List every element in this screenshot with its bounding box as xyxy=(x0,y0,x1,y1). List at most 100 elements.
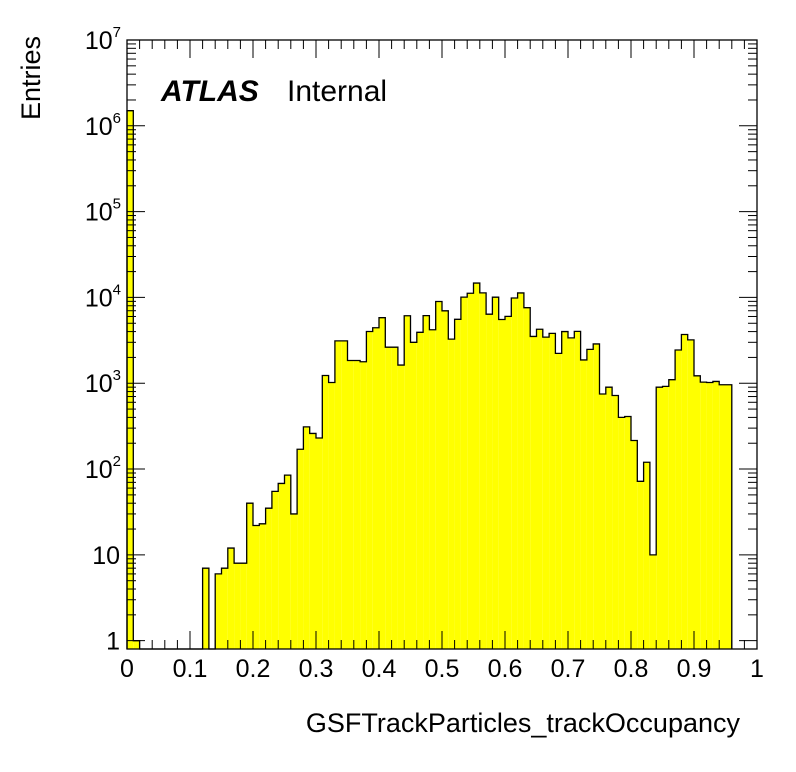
histogram-bar xyxy=(586,349,594,649)
histogram-bar xyxy=(580,359,587,649)
histogram-bar xyxy=(442,310,449,649)
histogram-bar xyxy=(127,110,134,650)
histogram-bar xyxy=(271,491,279,649)
y-tick-label: 102 xyxy=(85,453,121,484)
y-axis-title: Entries xyxy=(16,36,46,120)
histogram-bar xyxy=(656,387,663,649)
histogram-bar xyxy=(681,334,688,649)
histogram-bar xyxy=(479,292,487,649)
histogram-bar xyxy=(448,339,455,649)
histogram-bar xyxy=(221,568,228,649)
histogram-bar xyxy=(416,332,424,649)
x-tick-label: 0.9 xyxy=(677,655,712,683)
x-tick-label: 0.4 xyxy=(362,655,397,683)
histogram-bar xyxy=(347,360,354,649)
histogram-bar xyxy=(404,315,411,649)
histogram-bar xyxy=(523,307,531,649)
x-tick-label: 0.2 xyxy=(236,655,271,683)
histogram-bar xyxy=(694,375,701,649)
histogram-bar xyxy=(555,353,562,649)
x-tick-label: 0.7 xyxy=(551,655,586,683)
x-tick-label: 1 xyxy=(750,655,764,683)
internal-label: Internal xyxy=(287,75,387,108)
histogram-bar xyxy=(574,331,581,649)
histogram-bar xyxy=(517,292,524,649)
histogram-bar xyxy=(492,297,499,649)
histogram-bar xyxy=(372,327,379,649)
histogram-bar xyxy=(561,331,568,649)
histogram-bar xyxy=(505,316,512,649)
histogram-bar xyxy=(605,387,613,649)
histogram-bar xyxy=(498,319,505,649)
x-axis-ticks: 0 0.1 0.2 0.3 0.4 0.5 0.6 0.7 0.8 0.9 1 xyxy=(120,40,764,683)
histogram-bar xyxy=(624,416,631,649)
histogram-bar xyxy=(542,337,550,649)
histogram-bar xyxy=(706,382,713,649)
histogram-bar xyxy=(227,548,235,649)
x-tick-label: 0.8 xyxy=(614,655,649,683)
x-tick-label: 0.3 xyxy=(299,655,334,683)
histogram-bar xyxy=(700,382,707,649)
histogram-bar xyxy=(278,483,285,649)
histogram-bar xyxy=(687,339,694,649)
histogram-bar xyxy=(486,314,493,649)
histogram-bar xyxy=(366,331,373,649)
histogram-bar xyxy=(309,433,316,649)
histogram-bar xyxy=(410,342,417,649)
histogram-bar xyxy=(265,508,272,649)
x-tick-label: 0.5 xyxy=(425,655,460,683)
histogram-bar xyxy=(328,382,335,649)
histogram-bar xyxy=(259,523,266,649)
histogram-bar xyxy=(322,375,329,649)
histogram-bar xyxy=(385,347,392,649)
histogram-bar xyxy=(637,481,644,649)
histogram-bar xyxy=(536,329,543,649)
histogram-bar xyxy=(649,554,657,649)
histogram-bar xyxy=(473,283,480,649)
histogram-bar xyxy=(460,297,468,649)
histogram-bar xyxy=(719,384,726,649)
histogram-bar xyxy=(215,573,222,649)
y-tick-label: 103 xyxy=(85,367,121,398)
histogram-bar xyxy=(435,301,442,649)
histogram-bar xyxy=(662,386,669,649)
histogram-bar xyxy=(334,340,342,649)
histogram-bar xyxy=(549,333,556,649)
histogram-bar xyxy=(234,563,241,649)
histogram-bar xyxy=(599,393,606,649)
x-axis-title: GSFTrackParticles_trackOccupancy xyxy=(306,708,741,738)
histogram-bar xyxy=(202,568,209,649)
histogram-bar xyxy=(423,315,430,649)
histogram-bar xyxy=(397,365,405,649)
histogram-bars xyxy=(126,110,733,650)
histogram-bar xyxy=(284,475,291,649)
histogram-bar xyxy=(643,462,650,649)
histogram-bar xyxy=(290,513,298,649)
histogram-bar xyxy=(612,395,619,649)
histogram-bar xyxy=(303,426,310,649)
x-tick-label: 0.6 xyxy=(488,655,523,683)
histogram-bar xyxy=(593,343,600,649)
histogram-bar xyxy=(316,438,323,649)
histogram-bar xyxy=(379,317,386,649)
x-tick-label: 0 xyxy=(120,655,134,683)
y-tick-label: 1 xyxy=(106,628,120,656)
y-tick-label: 105 xyxy=(85,196,121,227)
histogram-bar xyxy=(253,525,260,649)
histogram-bar xyxy=(297,449,304,649)
histogram-bar xyxy=(530,336,537,649)
histogram-bar xyxy=(631,440,638,649)
histogram-bar xyxy=(454,319,461,649)
histogram-bar xyxy=(353,360,361,649)
histogram-bar xyxy=(246,503,253,649)
histogram-bar xyxy=(725,384,732,649)
x-tick-label: 0.1 xyxy=(173,655,208,683)
histogram-bar xyxy=(712,381,720,649)
histogram-bar xyxy=(391,347,398,649)
histogram-bar xyxy=(668,379,676,649)
histogram-outline xyxy=(126,110,733,650)
y-tick-label: 107 xyxy=(85,24,121,55)
histogram-bar xyxy=(618,417,625,649)
histogram-bar xyxy=(429,329,436,649)
